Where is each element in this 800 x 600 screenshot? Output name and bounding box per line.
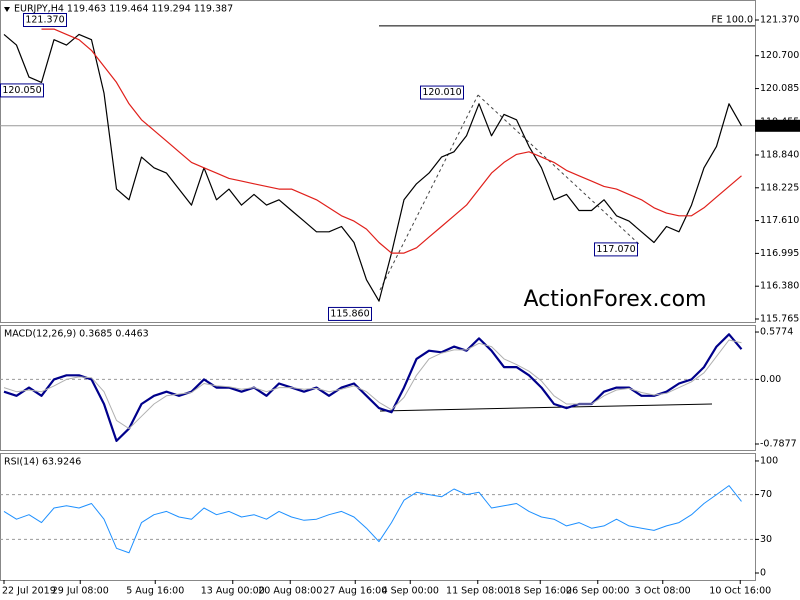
x-tick-label: 26 Sep 00:00 — [566, 586, 629, 597]
series-line — [3, 339, 742, 430]
series-line — [3, 333, 743, 442]
x-tick-label: 27 Aug 16:00 — [323, 586, 387, 597]
panel-frames — [0, 0, 756, 581]
y-tick-label: 116.380 — [760, 281, 799, 292]
y-tick-label: 120.085 — [760, 83, 799, 94]
menu-icon — [4, 7, 10, 12]
x-tick-label: 11 Sep 08:00 — [446, 586, 509, 597]
y-tick-label: 117.610 — [760, 215, 799, 226]
y-tick-label: 118.840 — [760, 149, 799, 160]
x-tick-label: 18 Sep 16:00 — [509, 586, 572, 597]
series-line — [3, 485, 742, 554]
y-tick-label: 121.370 — [760, 15, 799, 26]
x-tick-label: 29 Jul 08:00 — [52, 586, 109, 597]
price-annotation: 120.010 — [422, 87, 461, 98]
panel-title: RSI(14) 63.9246 — [4, 457, 81, 468]
price-annotation: 117.070 — [596, 244, 635, 255]
y-tick-label: 0.5774 — [760, 327, 793, 338]
price-annotation-box — [594, 242, 638, 257]
fibo-line — [477, 94, 641, 246]
panel-title: MACD(12,26,9) 0.3685 0.4463 — [4, 329, 149, 340]
fibo-line — [379, 94, 479, 291]
x-tick-label: 10 Oct 16:00 — [709, 586, 771, 597]
price-annotation-box — [420, 85, 464, 100]
y-tick-label: 100 — [760, 455, 778, 466]
y-tick-label: 70 — [760, 489, 772, 500]
last-price-box — [755, 119, 800, 132]
series-line — [3, 33, 743, 302]
x-tick-label: 5 Aug 16:00 — [126, 586, 184, 597]
watermark: ActionForex.com — [524, 287, 707, 312]
price-annotation-box — [23, 13, 67, 28]
macd-frame — [0, 325, 756, 451]
price-annotation: 121.370 — [25, 15, 64, 26]
panel-title: EURJPY,H4 119.463 119.464 119.294 119.38… — [14, 4, 233, 15]
rsi-frame — [0, 453, 756, 581]
x-tick-label: 3 Oct 08:00 — [635, 586, 691, 597]
fibo-lines — [379, 94, 641, 291]
series-line — [41, 28, 742, 254]
y-tick-label: 115.765 — [760, 314, 799, 325]
y-tick-label: 120.700 — [760, 50, 799, 61]
x-tick-label: 20 Aug 08:00 — [258, 586, 322, 597]
y-tick-label: 118.225 — [760, 182, 799, 193]
x-tick-label: 13 Aug 00:00 — [201, 586, 265, 597]
y-tick-label: 30 — [760, 534, 772, 545]
price-annotation-box — [0, 83, 44, 98]
price-annotation: 115.860 — [330, 308, 369, 319]
y-tick-label: 116.995 — [760, 248, 799, 259]
price-frame — [0, 0, 756, 323]
x-tick-label: 22 Jul 2019 — [2, 586, 56, 597]
y-tick-label: 0.00 — [760, 374, 781, 385]
fe-label: FE 100.0 — [711, 14, 753, 25]
y-tick-label: 0 — [760, 567, 766, 578]
macd-trendline — [379, 403, 713, 412]
last-price-label: 119.387 — [758, 120, 797, 131]
price-annotation: 120.050 — [2, 85, 41, 96]
x-tick-label: 4 Sep 00:00 — [382, 586, 439, 597]
price-annotation-box — [328, 306, 372, 321]
y-tick-label: -0.7877 — [760, 438, 797, 449]
